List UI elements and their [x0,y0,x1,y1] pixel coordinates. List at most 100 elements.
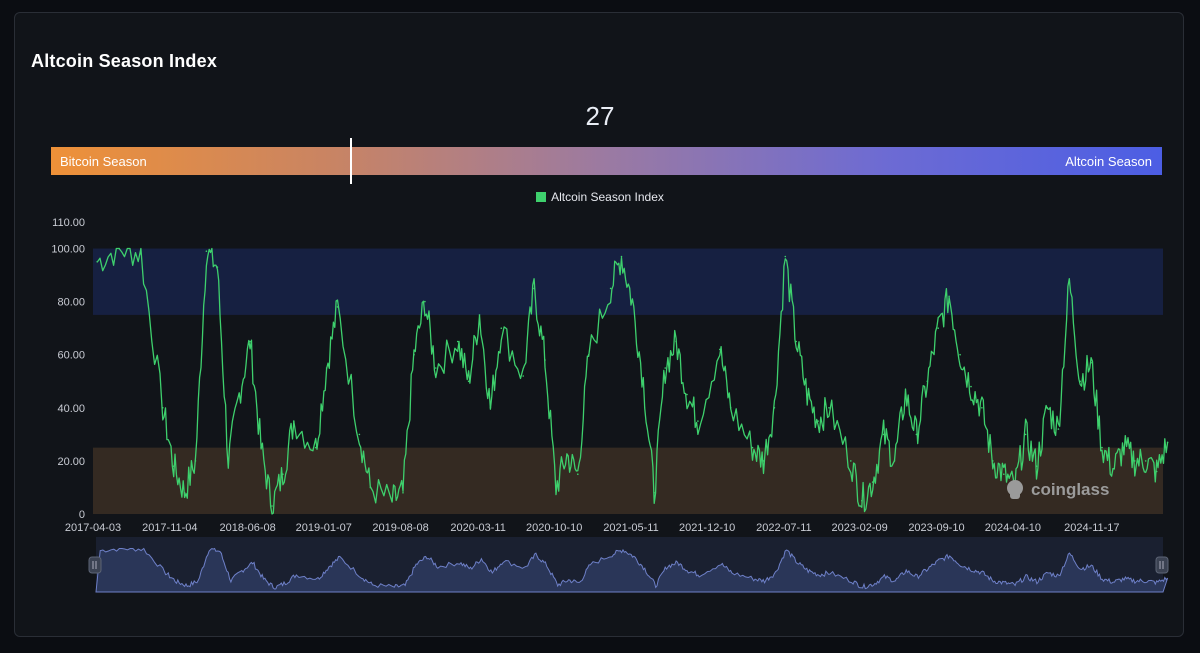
data-point [948,295,950,298]
legend-label: Altcoin Season Index [551,190,664,204]
data-point [183,492,186,494]
data-point [369,486,372,489]
data-point [489,407,492,409]
x-tick-label: 2021-05-11 [603,522,658,534]
data-point [729,407,732,409]
data-point [500,327,503,330]
data-point [762,460,765,462]
data-point [795,340,797,343]
data-point [413,353,415,356]
data-point [325,367,328,369]
chart-title: Altcoin Season Index [31,51,218,71]
data-point [1079,380,1081,383]
data-point [238,393,240,396]
data-point [587,353,590,356]
data-point [544,359,546,361]
navigator-handle-left[interactable] [88,556,102,574]
data-point [1101,446,1103,449]
x-tick-label: 2017-04-03 [65,522,121,534]
data-point [336,306,339,308]
x-tick-label: 2024-11-17 [1064,522,1119,534]
data-point [882,433,885,436]
data-point [402,492,404,494]
data-point [293,420,295,422]
data-point [697,420,699,422]
x-tick-label: 2021-12-10 [679,522,735,534]
data-point [817,420,819,422]
data-point [970,385,972,388]
data-point [1112,468,1114,470]
data-point [96,261,98,263]
data-point [1123,446,1125,449]
x-tick-label: 2019-01-07 [296,522,352,534]
y-tick-label: 20.00 [57,456,85,468]
data-point [992,460,994,462]
data-point [1144,460,1147,462]
y-tick-label: 110.00 [52,217,85,229]
x-tick-label: 2018-06-08 [220,522,276,534]
data-point [227,460,230,462]
y-tick-label: 0 [79,509,85,521]
altcoin-season-band [93,248,1163,315]
data-point [1003,473,1005,476]
data-point [522,375,524,377]
data-point [140,253,142,255]
data-point [533,287,535,290]
data-point [358,433,361,436]
data-point [773,407,776,409]
data-point [314,446,317,449]
data-point [751,446,754,449]
data-point [664,367,666,369]
data-point [282,473,284,476]
gauge-marker [349,138,352,184]
y-tick-label: 80.00 [57,297,85,309]
current-index-value: 27 [585,101,615,131]
data-point [1134,460,1136,462]
x-tick-label: 2024-04-10 [985,522,1041,534]
x-tick-label: 2017-11-04 [142,522,197,534]
data-point [959,353,961,356]
bitcoin-season-band [93,447,1163,514]
data-point [620,255,623,258]
data-point [784,255,787,258]
data-point [391,499,393,502]
coinglass-watermark: coinglass [1007,480,1109,499]
legend[interactable]: Altcoin Season Index [15,190,1185,204]
data-point [861,499,863,502]
index-series-line [96,247,1169,515]
data-point [675,340,677,343]
data-point [806,393,808,396]
navigator-area [95,547,1169,593]
data-point [260,446,262,449]
data-point [893,460,896,462]
data-point [249,340,251,343]
data-point [172,465,175,468]
navigator-handle-right[interactable] [1155,556,1169,574]
data-point [478,314,481,316]
data-point [915,433,918,436]
data-point [653,492,655,494]
data-point [937,327,939,330]
x-tick-label: 2020-03-11 [450,522,505,534]
data-point [194,460,197,462]
data-point [205,250,208,252]
data-point [1068,279,1071,282]
altcoin-season-label: Altcoin Season [1065,154,1152,169]
data-point [435,367,437,369]
data-point [1090,361,1092,364]
bitcoin-season-label: Bitcoin Season [60,154,147,169]
x-tick-label: 2020-10-10 [526,522,582,534]
x-tick-label: 2023-09-10 [908,522,964,534]
x-tick-label: 2022-07-11 [756,522,811,534]
data-point [577,473,579,476]
handle-grip [1155,556,1169,574]
data-point [1046,407,1049,409]
data-point [467,380,470,383]
coinglass-logo-body [1010,490,1020,499]
y-tick-label: 100.00 [51,244,85,256]
data-point [566,454,568,457]
data-point [850,460,852,462]
data-point [642,380,645,383]
data-point [609,287,612,290]
